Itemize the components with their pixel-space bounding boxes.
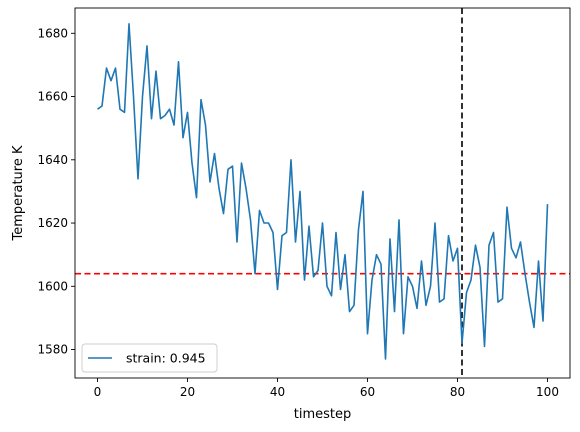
x-tick-label: 60 xyxy=(360,385,375,399)
plot-frame xyxy=(74,7,571,379)
x-tick-label: 0 xyxy=(94,385,102,399)
y-tick-label: 1680 xyxy=(37,26,68,40)
x-tick-label: 80 xyxy=(450,385,465,399)
plot-area-background xyxy=(75,8,570,378)
legend-label: strain: 0.945 xyxy=(126,351,206,366)
y-tick-label: 1640 xyxy=(37,153,68,167)
x-tick-label: 20 xyxy=(180,385,195,399)
series-line-0 xyxy=(97,22,549,360)
y-tick-label: 1600 xyxy=(37,279,68,293)
legend: strain: 0.945 xyxy=(81,343,218,373)
y-tick-label: 1660 xyxy=(37,90,68,104)
y-tick-label: 1580 xyxy=(37,343,68,357)
y-tick-label: 1620 xyxy=(37,216,68,230)
x-axis-label: timestep xyxy=(294,407,352,422)
y-axis-label: Temperature K xyxy=(11,145,26,241)
legend-box xyxy=(81,343,218,373)
x-tick-label: 100 xyxy=(536,385,559,399)
x-tick-label: 40 xyxy=(270,385,285,399)
